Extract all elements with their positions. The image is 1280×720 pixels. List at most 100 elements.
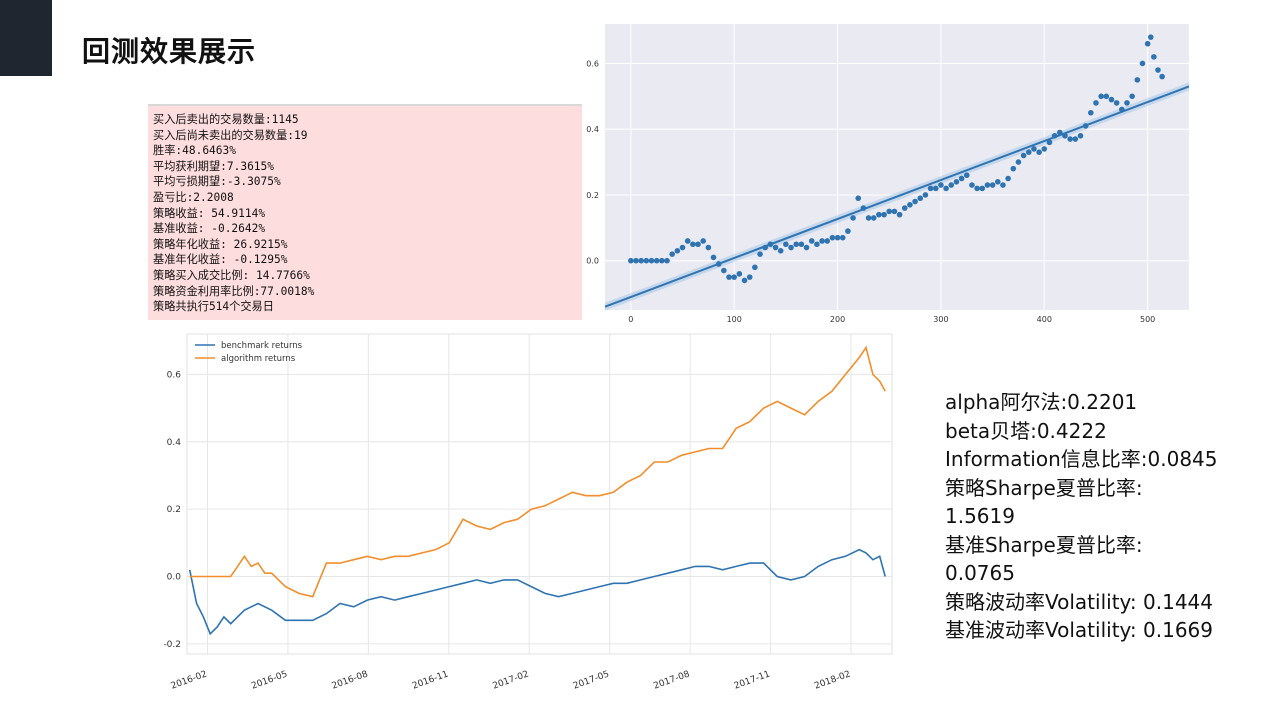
scatter-point bbox=[757, 251, 763, 257]
x-tick-label: 0 bbox=[628, 315, 633, 324]
scatter-point bbox=[803, 244, 810, 251]
scatter-point bbox=[901, 205, 908, 211]
x-tick-label: 500 bbox=[1140, 315, 1155, 324]
scatter-point bbox=[938, 182, 944, 188]
scatter-point bbox=[648, 257, 655, 264]
scatter-point bbox=[953, 178, 960, 185]
legend-label: algorithm returns bbox=[221, 354, 296, 364]
scatter-point bbox=[772, 244, 779, 251]
scatter-point bbox=[824, 238, 831, 244]
scatter-point bbox=[633, 257, 639, 264]
scatter-point bbox=[752, 264, 758, 271]
scatter-point bbox=[1134, 77, 1141, 83]
scatter-point bbox=[1031, 146, 1037, 152]
scatter-point bbox=[912, 198, 918, 205]
scatter-point bbox=[1129, 93, 1135, 100]
metric-line: beta贝塔:0.4222 bbox=[945, 418, 1107, 443]
scatter-point bbox=[819, 238, 825, 244]
scatter-point bbox=[1015, 159, 1022, 165]
stats-line: 平均亏损期望:-3.3075% bbox=[153, 175, 281, 189]
metric-line: 策略Sharpe夏普比率: bbox=[945, 475, 1143, 500]
y-tick-label: 0.6 bbox=[167, 370, 182, 380]
metric-line: 1.5619 bbox=[945, 504, 1015, 528]
scatter-point bbox=[731, 274, 738, 280]
scatter-point bbox=[746, 274, 753, 280]
scatter-point bbox=[690, 241, 696, 248]
x-tick-label: 200 bbox=[830, 315, 845, 324]
scatter-point bbox=[798, 241, 805, 248]
stats-line: 基准收益: -0.2642% bbox=[153, 222, 266, 236]
scatter-point bbox=[1020, 152, 1027, 159]
series-line-algorithm-returns bbox=[189, 345, 886, 598]
stats-line: 策略收益: 54.9114% bbox=[153, 206, 266, 220]
scatter-point bbox=[1155, 67, 1161, 73]
scatter-point bbox=[777, 248, 784, 254]
scatter-point bbox=[963, 172, 970, 179]
metric-line: alpha阿尔法:0.2201 bbox=[945, 390, 1138, 414]
y-tick-label: -0.2 bbox=[163, 640, 181, 650]
scatter-point bbox=[1144, 40, 1151, 47]
stats-line: 盈亏比:2.2008 bbox=[153, 190, 234, 204]
metric-line: 基准波动率Volatility: 0.1669 bbox=[945, 618, 1213, 642]
scatter-point bbox=[881, 211, 887, 218]
scatter-point bbox=[659, 257, 665, 264]
x-tick-label: 2016-05 bbox=[250, 669, 289, 691]
scatter-point bbox=[1151, 54, 1157, 60]
plot-background bbox=[605, 24, 1189, 310]
returns-scatter-chart: 0 100 200 300 400 500 0.0 0.2 0.4 0.6 bbox=[586, 24, 1189, 324]
scatter-point bbox=[695, 241, 701, 248]
scatter-point bbox=[1067, 136, 1073, 142]
scatter-point bbox=[984, 182, 991, 188]
backtest-stats-panel: 买入后卖出的交易数量:1145 买入后尚未卖出的交易数量:19 胜率:48.6463… bbox=[148, 104, 582, 320]
scatter-point bbox=[767, 241, 774, 248]
scatter-point bbox=[684, 238, 691, 244]
scatter-point bbox=[850, 215, 856, 221]
legend-label: benchmark returns bbox=[221, 341, 303, 351]
scatter-point bbox=[814, 241, 820, 248]
scatter-point bbox=[839, 234, 846, 241]
scatter-point bbox=[886, 208, 893, 215]
x-tick-label: 2017-08 bbox=[652, 669, 691, 691]
scatter-point bbox=[1108, 96, 1115, 103]
scatter-point bbox=[1098, 93, 1104, 100]
scatter-point bbox=[896, 211, 903, 218]
scatter-point bbox=[700, 238, 706, 244]
x-tick-label: 300 bbox=[933, 315, 948, 324]
scatter-point bbox=[741, 277, 748, 284]
scatter-point bbox=[943, 185, 949, 192]
scatter-point bbox=[834, 234, 841, 241]
x-tick-label: 2017-02 bbox=[492, 669, 531, 691]
scatter-point bbox=[1113, 100, 1120, 106]
scatter-point bbox=[726, 274, 732, 280]
stats-line: 策略共执行514个交易日 bbox=[153, 300, 274, 314]
scatter-point bbox=[979, 185, 986, 192]
scatter-point bbox=[855, 195, 862, 202]
scatter-point bbox=[922, 192, 929, 198]
stats-line: 胜率:48.6463% bbox=[153, 144, 236, 158]
page-title: 回测效果展示 bbox=[82, 35, 257, 68]
scatter-point bbox=[948, 182, 955, 188]
metric-line: 0.0765 bbox=[945, 561, 1015, 585]
scatter-point bbox=[1088, 109, 1094, 116]
y-tick-label: 0.4 bbox=[167, 438, 182, 448]
scatter-point bbox=[705, 244, 712, 251]
scatter-point bbox=[710, 254, 717, 261]
scatter-point bbox=[958, 175, 965, 182]
y-tick-label: 0.2 bbox=[167, 505, 181, 515]
scatter-point bbox=[1046, 139, 1053, 146]
plot-background bbox=[186, 333, 893, 655]
risk-metrics-panel: alpha阿尔法:0.2201 beta贝塔:0.4222 Information信… bbox=[945, 388, 1218, 645]
scatter-point bbox=[1093, 100, 1099, 106]
scatter-point bbox=[1119, 106, 1125, 113]
scatter-point bbox=[1051, 132, 1058, 139]
scatter-point bbox=[1036, 149, 1042, 156]
y-tick-label: 0.2 bbox=[586, 191, 599, 200]
scatter-point bbox=[1056, 129, 1063, 136]
scatter-point bbox=[1159, 73, 1165, 80]
scatter-point bbox=[989, 182, 996, 188]
scatter-point bbox=[736, 271, 743, 277]
scatter-point bbox=[638, 257, 644, 264]
scatter-point bbox=[679, 244, 686, 251]
metric-line: Information信息比率:0.0845 bbox=[945, 447, 1218, 471]
scatter-point bbox=[1025, 149, 1032, 156]
